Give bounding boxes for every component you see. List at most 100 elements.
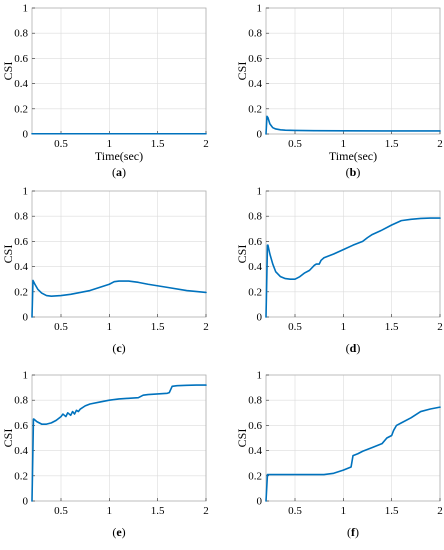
y-tick-label: 1: [23, 370, 29, 382]
x-tick-label: 2: [203, 505, 209, 517]
caption-close-paren: ): [356, 165, 360, 179]
y-tick-label: 0.4: [248, 261, 262, 273]
y-tick-label: 0.4: [248, 445, 262, 457]
y-tick-label: 1: [257, 186, 263, 198]
y-axis-title: CSI: [235, 62, 249, 81]
y-axis-title: CSI: [235, 245, 249, 264]
plot-frame: [31, 190, 207, 318]
chart-panel-c: 0 0.2 0.4 0.6 0.8 1 0.5 1 1.5 2 CSI (c): [1, 186, 209, 356]
chart-panel-f: 0 0.2 0.4 0.6 0.8 1 0.5 1 1.5 2 CSI (f): [235, 370, 443, 540]
y-tick-label: 0.2: [14, 103, 28, 115]
plot-frame: [265, 190, 441, 318]
x-tick-label: 1.5: [385, 138, 399, 150]
y-tick-label: 0.6: [248, 236, 262, 248]
chart-panel-b: 0 0.2 0.4 0.6 0.8 1 0.5 1 1.5 2 CSI Time(sec) (b): [235, 3, 443, 180]
panel-caption: (a): [112, 165, 126, 179]
x-tick-label: 0.5: [288, 321, 302, 333]
y-axis-title: CSI: [235, 429, 249, 448]
panel-caption: (d): [346, 341, 361, 355]
x-tick-label: 1.5: [151, 321, 165, 333]
chart-panel-e: 0 0.2 0.4 0.6 0.8 1 0.5 1 1.5 2 CSI (e): [1, 370, 209, 540]
y-tick-label: 0.2: [248, 286, 262, 298]
y-tick-label: 0.8: [14, 28, 28, 40]
series-line: [265, 217, 441, 318]
x-tick-label: 0.5: [54, 321, 68, 333]
y-tick-label: 0.2: [248, 103, 262, 115]
y-tick-label: 0.4: [14, 445, 28, 457]
series-line: [31, 279, 207, 318]
y-axis-title: CSI: [1, 429, 15, 448]
caption-close-paren: ): [356, 341, 360, 355]
caption-letter: d: [350, 341, 357, 355]
x-tick-label: 1: [107, 138, 113, 150]
x-tick-label: 1: [107, 321, 113, 333]
y-tick-label: 0.2: [248, 470, 262, 482]
caption-close-paren: ): [355, 525, 359, 539]
y-tick-label: 0: [257, 496, 263, 508]
y-tick-label: 0.6: [14, 236, 28, 248]
y-tick-label: 0.6: [14, 420, 28, 432]
series-line: [265, 406, 441, 502]
y-tick-label: 0.6: [248, 53, 262, 65]
x-tick-label: 1: [341, 505, 347, 517]
y-tick-label: 0.8: [248, 395, 262, 407]
y-tick-label: 0: [23, 129, 29, 141]
panel-caption: (b): [346, 165, 361, 179]
caption-open-paren: (: [346, 341, 350, 355]
chart-panel-d: 0 0.2 0.4 0.6 0.8 1 0.5 1 1.5 2 CSI (d): [235, 186, 443, 356]
caption-letter: b: [350, 165, 357, 179]
y-tick-label: 0.6: [248, 420, 262, 432]
caption-letter: f: [351, 525, 356, 539]
y-axis-title: CSI: [1, 62, 15, 81]
caption-letter: a: [116, 165, 122, 179]
x-tick-label: 1.5: [151, 505, 165, 517]
y-tick-label: 0.4: [14, 78, 28, 90]
caption-open-paren: (: [112, 525, 116, 539]
chart-panel-a: 0 0.2 0.4 0.6 0.8 1 0.5 1 1.5 2 CSI Time(sec) (a): [1, 3, 209, 180]
x-tick-label: 2: [203, 321, 209, 333]
plot-frame: [31, 7, 207, 135]
x-axis-title: Time(sec): [95, 149, 143, 163]
caption-close-paren: ): [122, 525, 126, 539]
series-line: [265, 115, 441, 135]
x-tick-label: 0.5: [54, 505, 68, 517]
x-tick-label: 1.5: [385, 505, 399, 517]
caption-letter: e: [116, 525, 122, 539]
x-tick-label: 1: [341, 138, 347, 150]
x-axis-title: Time(sec): [329, 149, 377, 163]
y-tick-label: 0.4: [14, 261, 28, 273]
y-tick-label: 1: [257, 370, 263, 382]
caption-open-paren: (: [112, 341, 116, 355]
x-tick-label: 1.5: [385, 321, 399, 333]
y-tick-label: 0.8: [248, 211, 262, 223]
y-tick-label: 0.2: [14, 286, 28, 298]
x-tick-label: 2: [437, 505, 443, 517]
x-tick-label: 1: [107, 505, 113, 517]
caption-letter: c: [116, 341, 122, 355]
y-tick-label: 1: [23, 186, 29, 198]
y-tick-label: 0.8: [248, 28, 262, 40]
y-tick-label: 0.6: [14, 53, 28, 65]
x-tick-label: 0.5: [288, 138, 302, 150]
caption-open-paren: (: [346, 165, 350, 179]
caption-close-paren: ): [122, 165, 126, 179]
plot-frame: [265, 7, 441, 135]
y-tick-label: 0.4: [248, 78, 262, 90]
panel-caption: (e): [112, 525, 125, 539]
x-tick-label: 0.5: [54, 138, 68, 150]
y-tick-label: 0: [23, 312, 29, 324]
x-tick-label: 1.5: [151, 138, 165, 150]
plot-frame: [265, 374, 441, 502]
y-tick-label: 1: [23, 3, 29, 15]
y-axis-title: CSI: [1, 245, 15, 264]
y-tick-label: 0.8: [14, 395, 28, 407]
plot-frame: [31, 374, 207, 502]
x-tick-label: 2: [437, 321, 443, 333]
caption-open-paren: (: [112, 165, 116, 179]
y-tick-label: 0: [23, 496, 29, 508]
y-tick-label: 0: [257, 129, 263, 141]
y-tick-label: 0.8: [14, 211, 28, 223]
series-line: [31, 384, 207, 502]
y-tick-label: 0.2: [14, 470, 28, 482]
